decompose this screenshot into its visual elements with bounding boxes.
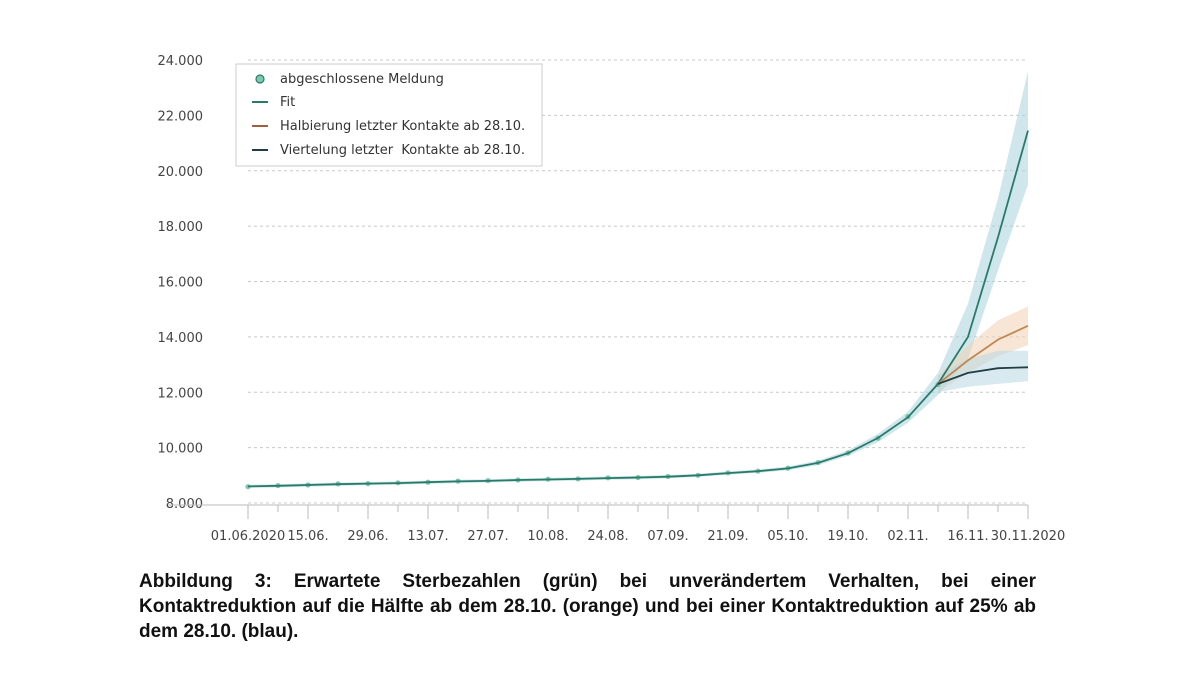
y-tick-label: 10.000 <box>158 442 204 457</box>
series-line-1 <box>247 130 1029 488</box>
gridlines <box>248 59 1028 504</box>
x-tick-label: 29.06. <box>347 529 388 544</box>
legend-label-observed: abgeschlossene Meldung <box>280 72 444 87</box>
chart: 8.00010.00012.00014.00016.00018.00020.00… <box>158 54 1066 544</box>
legend-marker-observed <box>255 74 265 84</box>
confidence-band-3 <box>938 350 1028 393</box>
x-tick-label: 01.06.2020 <box>211 529 285 544</box>
x-tick-label: 19.10. <box>827 529 868 544</box>
x-tick-label: 27.07. <box>467 529 508 544</box>
legend-label-half: Halbierung letzter Kontakte ab 28.10. <box>280 119 525 134</box>
legend: abgeschlossene Meldung Fit Halbierung le… <box>235 63 543 167</box>
x-tick-label: 15.06. <box>287 529 328 544</box>
x-tick-label: 30.11.2020 <box>991 529 1065 544</box>
legend-label-quarter: Viertelung letzter Kontakte ab 28.10. <box>280 143 525 158</box>
series-line-3 <box>937 366 1029 385</box>
x-tick-label: 02.11. <box>887 529 928 544</box>
axes: 8.00010.00012.00014.00016.00018.00020.00… <box>158 54 1066 544</box>
x-tick-label: 13.07. <box>407 529 448 544</box>
series-line-2 <box>937 324 1029 385</box>
y-tick-label: 20.000 <box>158 165 204 180</box>
x-tick-label: 05.10. <box>767 529 808 544</box>
y-tick-label: 18.000 <box>158 220 204 235</box>
y-tick-label: 16.000 <box>158 276 204 291</box>
y-tick-label: 24.000 <box>158 54 204 69</box>
x-tick-label: 10.08. <box>527 529 568 544</box>
y-tick-label: 12.000 <box>158 386 204 401</box>
x-tick-label: 16.11. <box>947 529 988 544</box>
y-tick-label: 22.000 <box>158 109 204 124</box>
figure-caption: Abbildung 3: Erwartete Sterbezahlen (grü… <box>139 571 1036 642</box>
legend-label-fit: Fit <box>280 95 295 110</box>
series-lines <box>245 130 1029 490</box>
x-tick-label: 21.09. <box>707 529 748 544</box>
y-tick-label: 14.000 <box>158 331 204 346</box>
x-tick-label: 07.09. <box>647 529 688 544</box>
data-point-observed <box>245 484 251 490</box>
x-tick-label: 24.08. <box>587 529 628 544</box>
